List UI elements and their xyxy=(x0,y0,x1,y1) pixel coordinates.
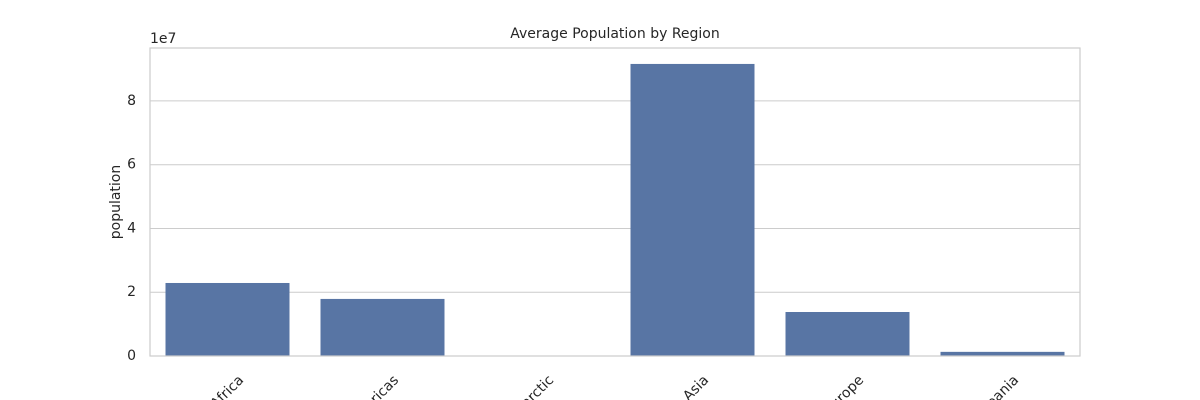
bar xyxy=(940,351,1065,356)
plot-frame xyxy=(149,47,1081,357)
y-offset-label: 1e7 xyxy=(150,31,176,47)
bar xyxy=(165,282,290,356)
y-tick-label: 6 xyxy=(127,157,136,173)
y-tick-label: 0 xyxy=(127,348,136,364)
x-tick-label: Asia xyxy=(680,372,712,400)
bar xyxy=(785,312,910,356)
bar xyxy=(320,298,445,356)
y-axis-label: population xyxy=(108,165,124,240)
x-tick-label: Africa xyxy=(208,372,248,400)
y-tick-label: 2 xyxy=(127,284,136,300)
bar xyxy=(630,63,755,357)
chart-title: Average Population by Region xyxy=(510,26,720,42)
y-tick-label: 4 xyxy=(127,220,136,236)
x-tick-label: Oceania xyxy=(970,372,1022,400)
y-tick-label: 8 xyxy=(127,93,136,109)
x-tick-label: Europe xyxy=(821,372,867,400)
x-tick-label: Americas xyxy=(345,372,402,400)
x-tick-label: Antarctic xyxy=(501,372,557,400)
